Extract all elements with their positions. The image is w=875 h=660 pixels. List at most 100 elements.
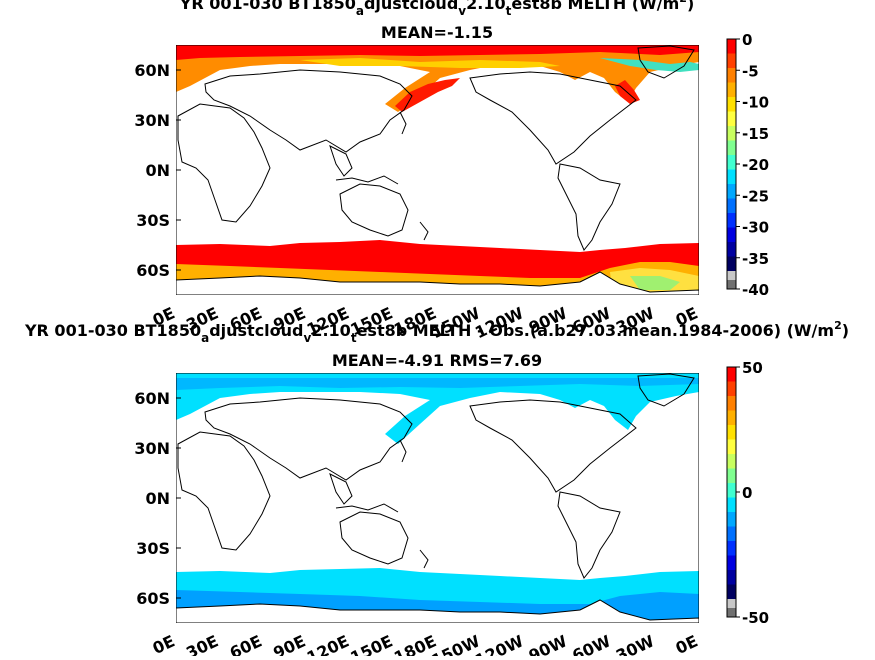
panel-1-title: YR 001-030 BT1850adjustcloudv2.10test8b …: [179, 0, 695, 18]
panel-1-coastlines: [177, 45, 695, 251]
colorbar-swatch: [727, 497, 736, 513]
panel-1-africa-coast: [177, 103, 271, 223]
colorbar-tick-label: 50: [742, 359, 763, 377]
colorbar-tick-label: -25: [742, 187, 769, 205]
panel-1-australia-coast: [339, 183, 409, 237]
panel-1-new-zealand-coast: [419, 221, 429, 241]
panel-2-new-zealand-coast: [419, 549, 429, 569]
colorbar-swatch: [727, 140, 736, 156]
y-tick-label: 30S: [136, 211, 170, 230]
panel-1-subtitle: MEAN=-1.15: [381, 23, 493, 42]
x-tick-label: 30W: [613, 631, 658, 656]
colorbar-swatch: [727, 454, 736, 469]
panel-2-japan-coast: [399, 439, 407, 463]
panel-1-eurasia-coast: [204, 69, 413, 153]
x-tick-label: 90W: [526, 631, 571, 656]
x-tick-label: 60W: [569, 631, 614, 656]
colorbar-swatch: [727, 39, 736, 54]
panel-2-map: [176, 373, 699, 623]
colorbar-tick-label: 0: [742, 484, 752, 502]
colorbar-swatch: [727, 213, 736, 228]
panel-2-greenland-coast: [637, 373, 695, 407]
colorbar-tick-label: -10: [742, 94, 769, 112]
colorbar-swatch: [727, 468, 736, 484]
panel-1-colorbar: 0 -5 -10 -15 -20 -25 -30 -35 -40: [726, 31, 769, 299]
y-tick-label: 30S: [136, 539, 170, 558]
panel-1-arctic-core: [176, 45, 699, 60]
colorbar-swatch: [727, 570, 736, 585]
panel-2-africa-coast: [177, 431, 271, 551]
colorbar-tick-label: -40: [742, 281, 769, 299]
panel-2-indochina-coast: [329, 473, 353, 505]
x-tick-label: 60E: [227, 631, 265, 656]
x-tick-label: 30E: [183, 631, 221, 656]
panel-2: YR 001-030 BT1850adjustcloudv2.10test8b …: [24, 319, 849, 660]
x-tick-label: 150E: [347, 631, 395, 656]
colorbar-swatch: [727, 439, 736, 455]
colorbar-swatch: [727, 381, 736, 397]
colorbar-tick-label: -50: [742, 609, 769, 627]
colorbar-under-dark: [727, 608, 736, 617]
colorbar-tick-label: -15: [742, 125, 769, 143]
x-tick-label: 90E: [270, 631, 308, 656]
panel-1-y-axis: 60N 30N 0N 30S 60S: [134, 61, 181, 280]
colorbar-swatch: [727, 396, 736, 411]
panel-1-indochina-coast: [329, 145, 353, 177]
colorbar-swatch: [727, 512, 736, 527]
panel-1-japan-coast: [399, 111, 407, 135]
colorbar-under-light: [727, 599, 736, 608]
panel-2-indonesia-coast: [335, 503, 399, 513]
colorbar-under-dark: [727, 280, 736, 289]
colorbar-under-light: [727, 271, 736, 280]
colorbar-swatch: [727, 526, 736, 542]
y-tick-label: 0N: [145, 161, 170, 180]
panel-1-south-america-coast: [557, 163, 621, 251]
y-tick-label: 60N: [134, 389, 170, 408]
panel-1-north-america-coast: [469, 71, 637, 165]
panel-2-north-america-coast: [469, 399, 637, 493]
colorbar-swatch: [727, 227, 736, 243]
colorbar-swatch: [727, 425, 736, 440]
y-tick-label: 60S: [136, 589, 170, 608]
panel-2-title: YR 001-030 BT1850adjustcloudv2.10test8b …: [24, 319, 849, 345]
panel-2-colorbar: 50 0 -50: [726, 359, 769, 627]
x-tick-label: 120E: [304, 631, 352, 656]
y-tick-label: 60N: [134, 61, 170, 80]
panel-1-arctic-ice: [176, 45, 699, 112]
x-tick-label: 0E: [150, 631, 178, 656]
colorbar-swatch: [727, 584, 736, 600]
panel-1-arctic-green: [600, 58, 699, 72]
colorbar-swatch: [727, 242, 736, 257]
y-tick-label: 0N: [145, 489, 170, 508]
panel-2-y-axis: 60N 30N 0N 30S 60S: [134, 389, 181, 608]
panel-1-greenland-coast: [637, 45, 695, 79]
colorbar-swatch: [727, 483, 736, 498]
colorbar-tick-label: 0: [742, 31, 752, 49]
colorbar-swatch: [727, 111, 736, 127]
panel-2-arctic-deep: [176, 378, 699, 390]
colorbar-swatch: [727, 541, 736, 556]
colorbar-swatch: [727, 97, 736, 112]
panel-1-map: [176, 45, 699, 295]
colorbar-swatch: [727, 68, 736, 83]
colorbar-swatch: [727, 169, 736, 185]
panel-2-subtitle: MEAN=-4.91 RMS=7.69: [332, 351, 542, 370]
colorbar-swatch: [727, 126, 736, 141]
panel-2-south-america-coast: [557, 491, 621, 579]
panel-2-antarctica: [176, 599, 699, 623]
panel-2-eurasia-coast: [204, 397, 413, 481]
colorbar-tick-label: -5: [742, 62, 759, 80]
panel-1-bering-melt: [395, 78, 460, 112]
colorbar-swatch: [727, 410, 736, 426]
colorbar-tick-label: -20: [742, 156, 769, 174]
panel-1-weddell-green: [630, 276, 680, 290]
colorbar-swatch: [727, 155, 736, 170]
panel-1-indonesia-coast: [335, 175, 399, 185]
panel-2-australia-coast: [339, 511, 409, 565]
colorbar-swatch: [727, 53, 736, 69]
colorbar-swatch: [727, 555, 736, 571]
panel-2-coastlines: [177, 373, 695, 579]
colorbar-swatch: [727, 367, 736, 382]
